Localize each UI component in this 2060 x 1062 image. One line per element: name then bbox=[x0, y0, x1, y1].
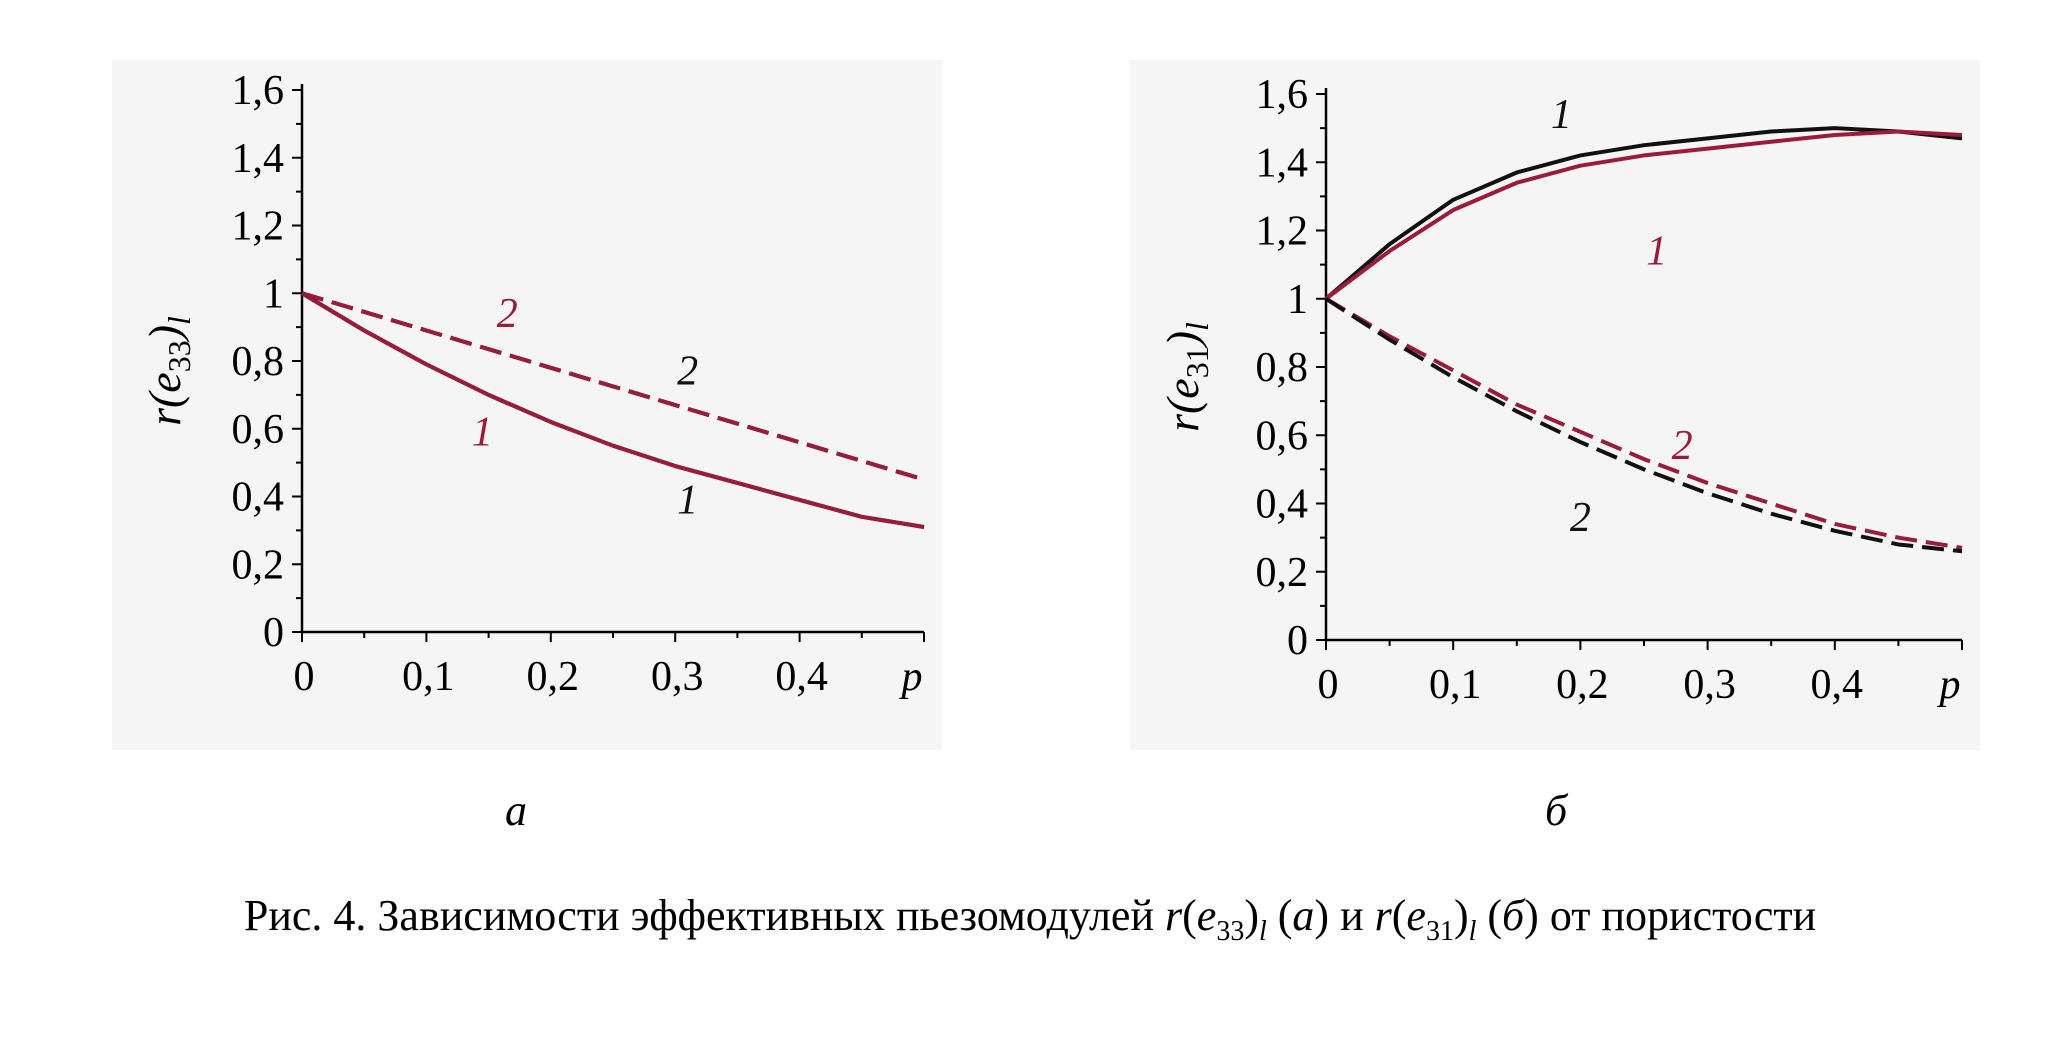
chart-b-curve-label: 1 bbox=[1646, 229, 1667, 275]
chart-a-y-tick-label: 1 bbox=[263, 271, 284, 317]
chart-b-x-tick-label: 0 bbox=[1318, 662, 1339, 708]
chart-a-y-tick-label: 0,8 bbox=[232, 339, 285, 385]
chart-a-svg: 0 0,2 0,4 0,6 0,8 1 1,2 1,4 1,6 0 0,1 0,2 0,3 0,4 p r(e… bbox=[139, 68, 925, 700]
chart-a-x-tick-label: p bbox=[899, 654, 923, 700]
chart-a-curve-label: 2 bbox=[497, 291, 518, 337]
caption-r1: r bbox=[1165, 891, 1183, 940]
chart-a-x-tick-label: 0,3 bbox=[651, 654, 704, 700]
chart-b-x-tick-label: 0,4 bbox=[1811, 662, 1864, 708]
chart-b-x-tick-label: 0,2 bbox=[1556, 662, 1609, 708]
chart-a-x-tick-label: 0 bbox=[294, 654, 315, 700]
chart-a-y-tick-label: 1,6 bbox=[232, 68, 285, 114]
chart-b-curve-label: 2 bbox=[1570, 495, 1591, 541]
chart-a-curve-label: 1 bbox=[677, 477, 698, 523]
chart-a-y-tick-label: 1,4 bbox=[232, 136, 285, 182]
caption-subl2: l bbox=[1468, 915, 1477, 947]
chart-b-series-2-black-dashed bbox=[1324, 297, 1963, 554]
chart-b-series-1-maroon-solid bbox=[1324, 129, 1963, 301]
chart-b-svg: 0 0,2 0,4 0,6 0,8 1 1,2 1,4 1,6 0 0,1 0,2 0,3 0,4 p r(e… bbox=[1157, 72, 1963, 708]
chart-a-y-tick-label: 1,2 bbox=[232, 204, 285, 250]
chart-b-x-tick-label: 0,3 bbox=[1683, 662, 1736, 708]
caption-e2: e bbox=[1406, 891, 1426, 940]
chart-a-y-tick-label: 0,6 bbox=[232, 407, 285, 453]
chart-a-x-tick-label: 0,1 bbox=[402, 654, 455, 700]
chart-b-y-axis-label: r(e31)l bbox=[1157, 322, 1215, 432]
chart-b-series-1-black-solid bbox=[1324, 126, 1963, 301]
chart-b-y-tick-label: 0,4 bbox=[1256, 482, 1309, 528]
chart-a-x-tick-label: 0,4 bbox=[775, 654, 828, 700]
caption-mid1: ( bbox=[1266, 891, 1293, 940]
chart-b-series-2-maroon-dashed bbox=[1324, 297, 1963, 550]
chart-a-series-1-black-solid bbox=[300, 291, 925, 529]
chart-b-y-tick-label: 1,4 bbox=[1256, 140, 1309, 186]
chart-panel-a: 0 0,2 0,4 0,6 0,8 1 1,2 1,4 1,6 0 0,1 0,2 0,3 0,4 p r(e… bbox=[112, 60, 942, 750]
caption-e1: e bbox=[1196, 891, 1217, 940]
chart-b-y-tick-label: 0,2 bbox=[1256, 550, 1309, 596]
chart-a-x-tick-label: 0,2 bbox=[527, 654, 580, 700]
chart-a-y-axis-label: r(e33)l bbox=[139, 316, 197, 426]
caption-sub2: 31 bbox=[1425, 915, 1454, 947]
chart-b-y-tick-label: 1,2 bbox=[1256, 209, 1309, 255]
caption-sub1: 33 bbox=[1216, 915, 1245, 947]
caption-pb: б bbox=[1502, 891, 1525, 940]
sublabel-b: б bbox=[1545, 786, 1568, 835]
chart-a-curve-label: 1 bbox=[472, 410, 493, 456]
chart-a-curve-label: 2 bbox=[677, 349, 698, 395]
chart-b-x-tick-label: p bbox=[1937, 662, 1961, 708]
chart-b-y-tick-label: 0 bbox=[1287, 618, 1308, 664]
caption-pa: а bbox=[1292, 891, 1315, 940]
chart-a-series-1-maroon-solid bbox=[300, 291, 925, 529]
figure-caption: Рис. 4. Зависимости эффективных пьезомод… bbox=[243, 891, 1817, 947]
caption-r2: r bbox=[1374, 891, 1392, 940]
chart-a-y-tick-label: 0 bbox=[263, 610, 284, 656]
chart-b-curve-label: 2 bbox=[1672, 423, 1693, 469]
caption-mid3: ( bbox=[1476, 891, 1503, 940]
sublabel-a: а bbox=[505, 786, 527, 835]
chart-b-y-tick-label: 1 bbox=[1287, 277, 1308, 323]
chart-a-y-tick-label: 0,4 bbox=[232, 475, 285, 521]
caption-suffix: ) от пористости bbox=[1524, 891, 1817, 940]
chart-b-y-tick-label: 0,8 bbox=[1256, 345, 1309, 391]
chart-b-x-tick-label: 0,1 bbox=[1429, 662, 1482, 708]
chart-a-series-2-maroon-dashed bbox=[301, 291, 925, 482]
caption-mid2: ) и bbox=[1314, 891, 1375, 940]
chart-b-y-tick-label: 1,6 bbox=[1256, 72, 1309, 118]
caption-subl1: l bbox=[1258, 915, 1267, 947]
chart-panel-b: 0 0,2 0,4 0,6 0,8 1 1,2 1,4 1,6 0 0,1 0,2 0,3 0,4 p r(e… bbox=[1130, 60, 1980, 750]
chart-b-y-tick-label: 0,6 bbox=[1256, 413, 1309, 459]
chart-b-curve-label: 1 bbox=[1551, 92, 1572, 138]
chart-a-y-tick-label: 0,2 bbox=[232, 542, 285, 588]
caption-prefix: Рис. 4. Зависимости эффективных пьезомод… bbox=[243, 891, 1166, 940]
